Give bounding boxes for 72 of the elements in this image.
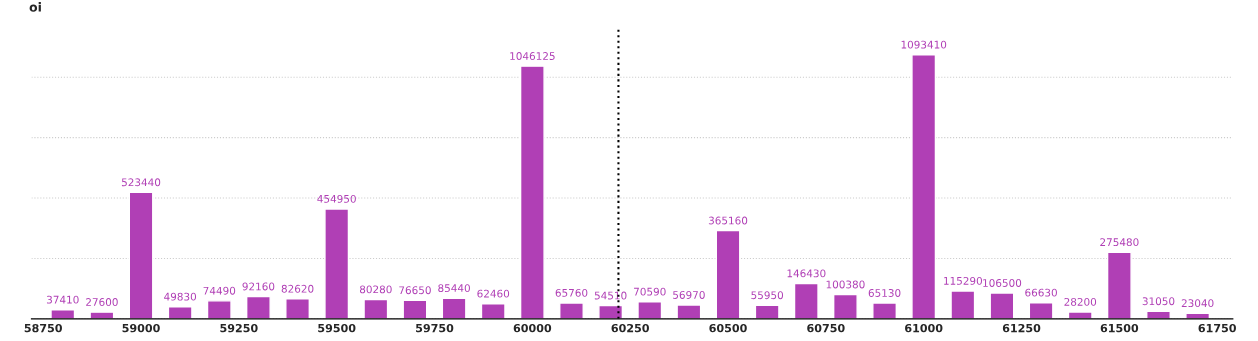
bar bbox=[1028, 302, 1054, 319]
data-label: 27600 bbox=[86, 298, 118, 306]
x-tick-label: 59250 bbox=[220, 323, 258, 333]
data-label: 56970 bbox=[673, 291, 705, 299]
bar bbox=[402, 299, 428, 319]
bar bbox=[911, 54, 937, 319]
bar bbox=[285, 298, 310, 319]
x-tick-label: 58750 bbox=[24, 323, 62, 333]
x-tick-label: 61000 bbox=[905, 323, 943, 333]
bar bbox=[676, 304, 702, 319]
data-label: 65130 bbox=[868, 289, 901, 297]
bar bbox=[989, 292, 1015, 319]
bar bbox=[754, 304, 780, 319]
data-label: 82620 bbox=[281, 284, 314, 293]
y-axis-title: oi bbox=[29, 2, 41, 12]
bar bbox=[519, 65, 545, 319]
bar bbox=[598, 304, 624, 319]
x-tick-label: 61250 bbox=[1002, 323, 1041, 333]
bar bbox=[206, 300, 232, 319]
data-label: 31050 bbox=[1142, 297, 1175, 306]
bar bbox=[832, 293, 858, 319]
data-label: 106500 bbox=[983, 279, 1022, 287]
x-tick-label: 60500 bbox=[709, 323, 747, 333]
bar bbox=[559, 302, 584, 319]
bar bbox=[441, 297, 467, 319]
data-label: 365160 bbox=[708, 216, 748, 225]
bar bbox=[1067, 311, 1093, 319]
bar bbox=[1106, 251, 1132, 319]
bar bbox=[128, 191, 154, 319]
data-label: 66630 bbox=[1025, 288, 1057, 297]
x-tick-label: 61750 bbox=[1198, 323, 1236, 333]
data-label: 28200 bbox=[1064, 297, 1097, 306]
data-label: 1046125 bbox=[510, 52, 555, 60]
bar bbox=[245, 295, 271, 319]
data-label: 275480 bbox=[1100, 238, 1139, 247]
data-label: 23040 bbox=[1181, 299, 1214, 308]
bar bbox=[324, 208, 350, 319]
data-label: 80280 bbox=[359, 285, 392, 294]
data-label: 92160 bbox=[242, 282, 275, 291]
bar bbox=[637, 301, 663, 319]
bar bbox=[872, 302, 897, 319]
bar bbox=[793, 282, 819, 319]
data-label: 85440 bbox=[438, 284, 470, 293]
data-label: 100380 bbox=[826, 280, 865, 289]
data-label: 62460 bbox=[477, 289, 510, 298]
data-label: 1093410 bbox=[901, 40, 947, 49]
data-label: 76650 bbox=[399, 286, 431, 295]
data-label: 523440 bbox=[121, 178, 161, 187]
x-tick-label: 59750 bbox=[416, 323, 454, 333]
data-label: 49830 bbox=[164, 292, 197, 301]
bar bbox=[363, 298, 389, 319]
data-label: 65760 bbox=[555, 288, 588, 297]
data-label: 115290 bbox=[944, 276, 983, 285]
data-label: 37410 bbox=[46, 295, 79, 304]
bar bbox=[167, 306, 193, 319]
x-tick-label: 59000 bbox=[122, 323, 160, 333]
data-label: 146430 bbox=[787, 269, 826, 278]
x-tick-label: 61500 bbox=[1100, 323, 1139, 333]
bar bbox=[50, 309, 76, 319]
x-tick-label: 60750 bbox=[807, 323, 845, 333]
data-label: 74490 bbox=[203, 286, 236, 295]
data-label: 70590 bbox=[634, 287, 666, 296]
data-label: 54510 bbox=[594, 291, 627, 300]
x-tick-label: 60000 bbox=[513, 323, 552, 333]
bar bbox=[715, 229, 741, 319]
x-tick-label: 59500 bbox=[318, 323, 356, 333]
data-label: 454950 bbox=[317, 194, 356, 203]
data-label: 55950 bbox=[751, 291, 784, 300]
bar bbox=[480, 303, 506, 319]
bar bbox=[89, 311, 115, 319]
bar bbox=[950, 290, 976, 319]
x-tick-label: 60250 bbox=[611, 323, 649, 333]
